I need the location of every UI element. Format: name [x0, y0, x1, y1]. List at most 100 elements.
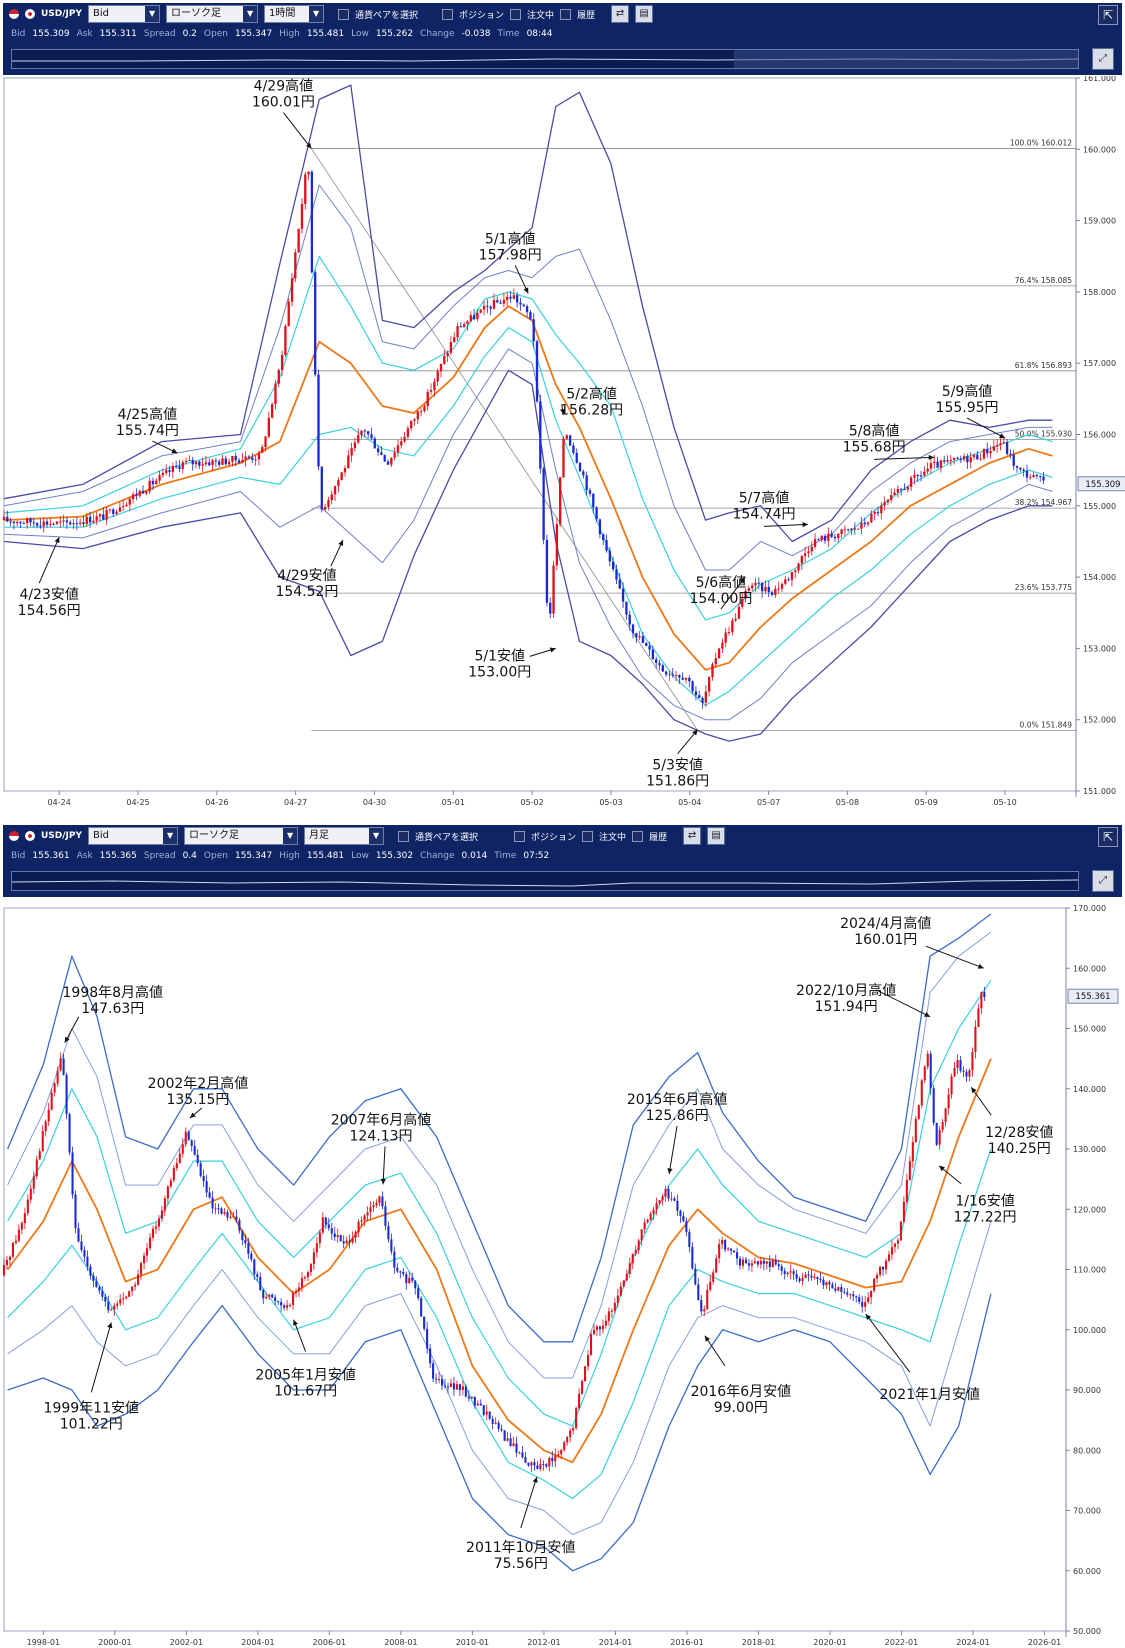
candle-body	[625, 601, 628, 615]
position-checkbox[interactable]	[514, 830, 526, 842]
candle-body	[787, 579, 790, 581]
candle-body	[1015, 465, 1019, 468]
candle-body	[342, 1241, 345, 1244]
candle-body	[297, 228, 300, 253]
candle-body	[530, 1462, 533, 1466]
zoom-icon[interactable]: ⤢	[1092, 870, 1114, 892]
candle-body	[992, 446, 996, 451]
select-pair-checkbox[interactable]	[398, 830, 410, 842]
zoom-icon[interactable]: ⤢	[1092, 48, 1114, 70]
candle-body	[979, 458, 982, 460]
candle-body	[1039, 475, 1042, 477]
candle-body	[360, 1220, 363, 1222]
x-tick-label: 2006-01	[313, 1638, 346, 1647]
history-checkbox[interactable]	[560, 8, 572, 20]
candle-body	[49, 523, 52, 525]
window-icon[interactable]: ▤	[707, 827, 726, 845]
candle-body	[701, 697, 704, 703]
candle-body	[670, 1198, 673, 1200]
candle-body	[881, 1266, 885, 1270]
candle-body	[685, 1221, 688, 1233]
arrow-head-icon	[54, 537, 60, 544]
candle-body	[482, 305, 486, 310]
select-pair-checkbox[interactable]	[338, 8, 350, 20]
candle-body	[800, 556, 804, 564]
candle-body	[17, 1229, 20, 1241]
history-checkbox[interactable]	[632, 830, 644, 842]
candle-body	[890, 495, 893, 500]
candle-body	[595, 1326, 599, 1330]
chart-type-select[interactable]: ローソク足 ▼	[166, 5, 259, 23]
candle-body	[307, 171, 310, 175]
annotation-title: 2011年10月安値	[466, 1540, 575, 1556]
candle-body	[436, 371, 439, 382]
candle-body	[191, 459, 194, 465]
candle-body	[145, 491, 148, 494]
candle-body	[277, 370, 280, 384]
candle-body	[923, 471, 926, 476]
candle-body	[932, 1088, 935, 1123]
us-flag-icon	[9, 831, 19, 841]
candle-body	[406, 428, 410, 437]
candle-body	[438, 1379, 441, 1381]
candle-body	[373, 438, 376, 449]
candle-body	[598, 1326, 602, 1330]
y-tick-label: 157.000	[1083, 359, 1116, 368]
price-type-select[interactable]: Bid ▼	[88, 5, 161, 23]
candle-body	[535, 341, 539, 402]
candle-body	[502, 300, 506, 304]
candle-body	[810, 546, 813, 552]
candle-body	[721, 1240, 724, 1245]
timeframe-select[interactable]: 1時間足▼	[264, 5, 325, 35]
candle-body	[274, 383, 277, 405]
change-label: Change	[420, 29, 455, 39]
chart-type-select[interactable]: ローソク足 ▼	[184, 827, 299, 845]
candle-body	[489, 306, 492, 309]
y-tick-label: 155.000	[1083, 502, 1116, 511]
timeframe-select[interactable]: 月足 ▼	[304, 827, 385, 845]
candle-body	[122, 1298, 125, 1300]
collapse-icon[interactable]: ⇱	[1098, 827, 1118, 847]
candle-body	[116, 1303, 119, 1306]
arrow-head-icon	[64, 1036, 70, 1043]
candle-body	[974, 1026, 977, 1053]
annotation-arrow	[970, 1086, 992, 1116]
candle-body	[751, 585, 754, 589]
candle-body	[227, 461, 231, 465]
orders-checkbox[interactable]	[510, 8, 522, 20]
candle-body	[497, 1422, 500, 1429]
candle-body	[411, 1277, 414, 1281]
position-checkbox[interactable]	[442, 8, 454, 20]
candle-body	[816, 1277, 819, 1279]
candle-body	[211, 460, 214, 466]
candle-body	[849, 1294, 852, 1296]
candle-body	[22, 523, 26, 525]
candle-body	[664, 671, 668, 675]
candle-body	[694, 1268, 697, 1285]
candle-body	[68, 1114, 71, 1153]
candle-body	[671, 674, 674, 676]
candle-body	[813, 539, 817, 547]
candle-body	[539, 1463, 542, 1469]
price-type-select[interactable]: Bid ▼	[88, 827, 179, 845]
candle-body	[980, 992, 983, 1009]
swap-icon[interactable]: ⇄	[611, 5, 630, 23]
candle-body	[59, 521, 62, 523]
navigator-scrollbar[interactable]	[11, 49, 1079, 69]
candle-body	[738, 1258, 742, 1266]
window-icon[interactable]: ▤	[635, 5, 654, 23]
swap-icon[interactable]: ⇄	[683, 827, 702, 845]
candle-body	[936, 461, 939, 468]
candle-body	[641, 636, 645, 643]
collapse-icon[interactable]: ⇱	[1098, 5, 1118, 25]
candle-body	[145, 1248, 149, 1256]
candle-body	[565, 435, 568, 439]
chevron-down-icon: ▼	[163, 828, 178, 844]
candle-body	[435, 1378, 438, 1380]
navigator-scrollbar[interactable]	[11, 871, 1079, 891]
annotation-arrow	[382, 1146, 386, 1185]
fib-level-label: 100.0% 160.012	[1010, 138, 1072, 147]
candle-body	[494, 1422, 497, 1424]
candle-body	[264, 436, 267, 448]
orders-checkbox[interactable]	[582, 830, 594, 842]
